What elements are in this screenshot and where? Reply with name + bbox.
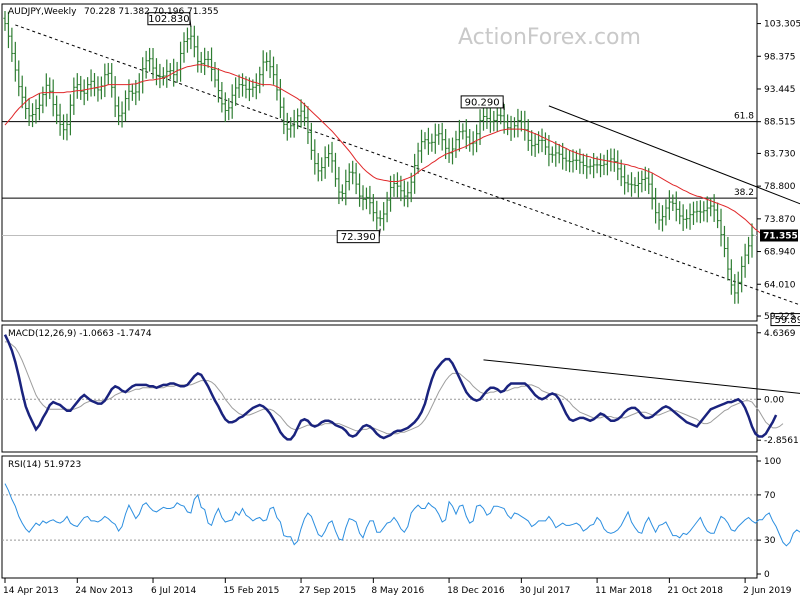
- price-y-tick-label: 68.940: [764, 248, 796, 258]
- trendline: [548, 105, 800, 205]
- annotation-label: 59.890: [774, 315, 800, 326]
- x-tick-label: 11 Mar 2018: [595, 586, 652, 596]
- price-horizontal-levels: 61.8 38.2: [2, 112, 757, 237]
- price-ohlc-header: 70.228 71.382 70.196 71.355: [84, 7, 219, 17]
- x-tick-label: 21 Oct 2018: [667, 586, 723, 596]
- annotation-box: [336, 230, 380, 244]
- price-y-tick-label: 73.870: [764, 215, 796, 225]
- macd-line: [3, 334, 778, 441]
- x-tick-label: 15 Feb 2015: [223, 586, 279, 596]
- annotation-box: [460, 95, 504, 109]
- last-price-tag: 71.355: [760, 229, 798, 242]
- last-price-box: [760, 229, 798, 242]
- level-label: 61.8: [734, 112, 754, 122]
- annotation-label: 102.830: [148, 14, 189, 25]
- rsi-y-tick-label: 100: [764, 457, 781, 467]
- price-y-tick-label: 78.800: [764, 182, 796, 192]
- rsi-y-tick-label: 70: [764, 491, 776, 501]
- rsi-levels: [2, 494, 757, 541]
- rsi-y-axis: 100 70 30 0: [757, 457, 781, 580]
- x-tick-label: 18 Dec 2016: [447, 586, 505, 596]
- annotation-box: [147, 12, 191, 26]
- price-y-tick-label: 98.375: [764, 52, 796, 62]
- x-tick-label: 27 Sep 2015: [299, 586, 356, 596]
- x-tick-label: 24 Nov 2013: [75, 586, 133, 596]
- price-y-tick-label: 93.445: [764, 85, 796, 95]
- price-title: AUDJPY,Weekly: [8, 7, 77, 17]
- annotation-label: 72.390: [341, 232, 376, 243]
- price-panel-frame: [1, 3, 758, 322]
- macd-y-tick-label: 4.6369: [764, 329, 796, 339]
- rsi-y-tick-label: 0: [764, 570, 770, 580]
- price-y-tick-label: 103.305: [764, 20, 800, 30]
- price-annotations: 102.830 72.390 90.290 59.890: [147, 12, 800, 327]
- x-axis: 14 Apr 2013 24 Nov 2013 6 Jul 2014 15 Feb 2…: [3, 578, 792, 596]
- macd-y-axis: 4.6369 0.00 -2.8561: [757, 329, 799, 446]
- macd-trendline: [483, 359, 800, 394]
- rsi-panel-frame: [1, 455, 758, 579]
- rsi-line: [4, 483, 800, 547]
- moving-average-line: [4, 64, 770, 240]
- macd-y-tick-label: 0.00: [764, 395, 784, 405]
- annotation-label: 90.290: [465, 97, 500, 108]
- level-label: 38.2: [734, 188, 754, 198]
- price-y-tick-label: 83.730: [764, 149, 796, 159]
- watermark: ActionForex.com: [458, 25, 641, 50]
- x-tick-label: 6 Jul 2014: [151, 586, 196, 596]
- x-tick-label: 14 Apr 2013: [3, 586, 59, 596]
- x-tick-label: 30 Jul 2017: [519, 586, 570, 596]
- macd-y-tick-label: -2.8561: [764, 436, 799, 446]
- price-y-tick-label: 88.515: [764, 118, 796, 128]
- price-y-tick-label: 59.225: [764, 312, 796, 322]
- last-price-label: 71.355: [763, 232, 798, 242]
- rsi-title: RSI(14) 51.9723: [8, 460, 81, 470]
- macd-title: MACD(12,26,9) -1.0663 -1.7474: [8, 329, 152, 339]
- rsi-y-tick-label: 30: [764, 536, 776, 546]
- price-y-tick-label: 64.010: [764, 280, 796, 290]
- x-tick-label: 2 Jun 2019: [743, 586, 792, 596]
- x-tick-label: 8 May 2016: [371, 586, 424, 596]
- price-y-axis: 103.305 98.375 93.445 88.515 83.730 78.800 73.…: [757, 20, 800, 322]
- annotation-box: [770, 313, 800, 327]
